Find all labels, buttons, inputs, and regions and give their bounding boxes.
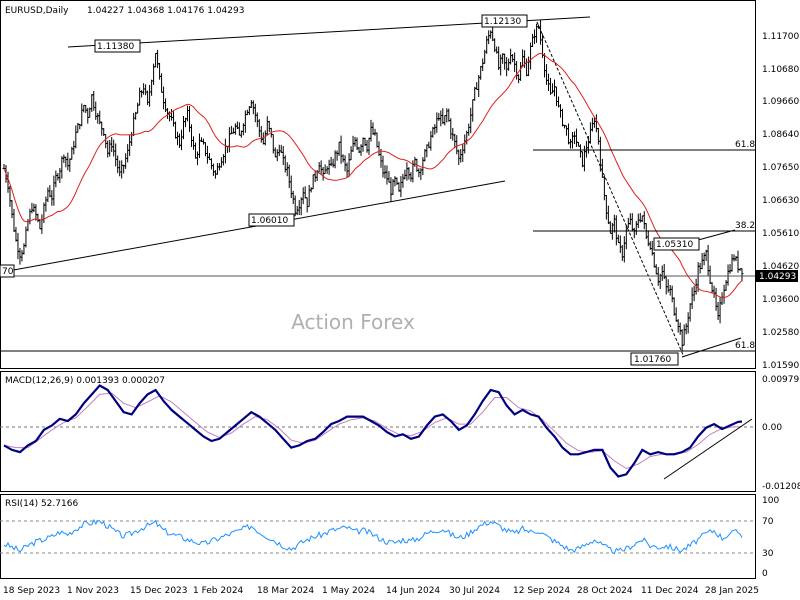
svg-text:70: 70: [2, 267, 14, 277]
fib-label-61-8-lower: 61.8: [735, 341, 755, 351]
x-tick: 15 Dec 2023: [130, 586, 188, 596]
x-tick: 12 Sep 2024: [513, 586, 570, 596]
svg-text:1.05310: 1.05310: [656, 240, 693, 250]
diagonal-dashed-line: [536, 21, 685, 358]
price-label-1-11380: 1.11380: [94, 39, 141, 53]
rsi-y-tick-30: 30: [762, 549, 774, 559]
rsi-panel-border: [0, 494, 756, 579]
last-price-tag: 1.04293: [756, 270, 798, 282]
rsi-line: [3, 518, 743, 555]
y-tick: 1.07650: [762, 163, 799, 173]
x-tick: 1 Nov 2023: [67, 586, 119, 596]
price-label-1-05310: 1.05310: [653, 237, 700, 251]
y-tick: 1.10680: [762, 65, 799, 75]
macd-panel-border: [0, 371, 756, 492]
x-tick: 1 May 2024: [322, 586, 375, 596]
trendlines: [0, 16, 755, 358]
macd-main-line: [3, 384, 743, 478]
macd-title: MACD(12,26,9) 0.001393 0.000207: [5, 376, 165, 386]
svg-text:1.01760: 1.01760: [634, 355, 671, 365]
support-trendline: [681, 337, 742, 358]
y-tick: 1.04620: [762, 262, 799, 272]
x-tick: 11 Dec 2024: [641, 586, 699, 596]
price-label-70-left: 70: [0, 264, 15, 278]
x-axis: 18 Sep 2023 1 Nov 2023 15 Dec 2023 1 Feb…: [3, 586, 759, 596]
rsi-y-tick-100: 100: [762, 496, 779, 506]
x-tick: 18 Sep 2023: [3, 586, 60, 596]
svg-text:1.04293: 1.04293: [759, 272, 796, 282]
price-label-1-01760: 1.01760: [630, 352, 679, 366]
y-tick: 1.02580: [762, 328, 799, 338]
price-label-1-06010: 1.06010: [248, 213, 295, 227]
rsi-y-tick-0: 0: [762, 569, 768, 579]
y-tick: 1.11700: [762, 32, 799, 42]
svg-text:1.11380: 1.11380: [97, 42, 134, 52]
price-y-axis: 1.11700 1.10680 1.09660 1.08640 1.07650 …: [762, 32, 799, 371]
macd-trendline: [663, 418, 753, 480]
y-tick: 1.03600: [762, 295, 799, 305]
x-tick: 1 Feb 2024: [193, 586, 244, 596]
price-label-1-12130: 1.12130: [481, 14, 528, 28]
macd-signal-line: [3, 392, 742, 470]
fib-label-38-2: 38.2: [735, 221, 755, 231]
x-tick: 28 Oct 2024: [577, 586, 633, 596]
rsi-y-tick-70: 70: [762, 517, 774, 527]
macd-y-tick-top: 0.009795: [762, 375, 800, 385]
macd-lines: [3, 384, 743, 478]
rsi-polyline: [3, 518, 743, 555]
y-tick: 1.01590: [762, 361, 799, 371]
y-tick: 1.08640: [762, 130, 799, 140]
ma-line: [3, 52, 743, 298]
watermark: Action Forex: [291, 310, 415, 334]
symbol-label: EURUSD,Daily: [5, 6, 69, 16]
svg-text:1.12130: 1.12130: [484, 17, 521, 27]
x-tick: 18 Mar 2024: [257, 586, 314, 596]
macd-y-tick-zero: 0.00: [762, 423, 782, 433]
fib-label-61-8-upper: 61.8: [735, 140, 755, 150]
y-tick: 1.06630: [762, 196, 799, 206]
x-tick: 28 Jan 2025: [705, 586, 759, 596]
rsi-title: RSI(14) 52.7166: [5, 499, 78, 509]
ohlc-label: 1.04227 1.04368 1.04176 1.04293: [87, 6, 244, 16]
moving-average: [3, 52, 743, 298]
svg-text:1.06010: 1.06010: [251, 216, 288, 226]
price-bars: [2, 20, 744, 352]
macd-y-tick-bottom: -0.012081: [762, 482, 800, 492]
y-tick: 1.09660: [762, 97, 799, 107]
price-panel-border: [0, 0, 756, 369]
y-tick: 1.05610: [762, 229, 799, 239]
x-tick: 14 Jun 2024: [386, 586, 440, 596]
x-tick: 30 Jul 2024: [449, 586, 500, 596]
